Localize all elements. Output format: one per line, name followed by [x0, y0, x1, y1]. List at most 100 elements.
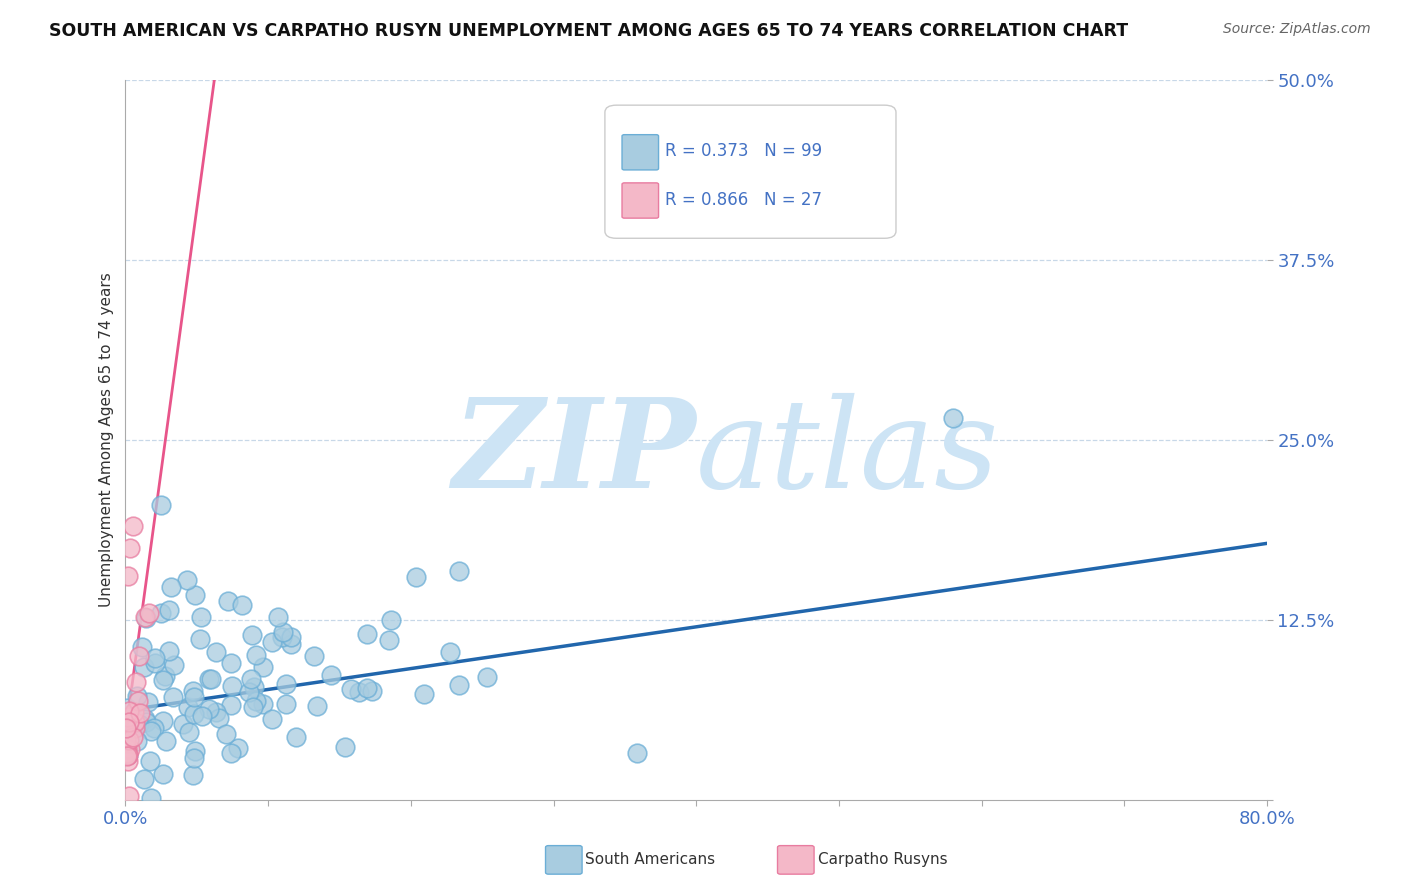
Text: Source: ZipAtlas.com: Source: ZipAtlas.com — [1223, 22, 1371, 37]
Point — [115, 701, 138, 715]
Point — [208, 711, 231, 725]
Point — [132, 772, 155, 786]
Point — [183, 690, 205, 705]
Point — [115, 747, 138, 761]
Point — [242, 699, 264, 714]
Point — [181, 768, 204, 782]
Point — [260, 634, 283, 648]
Point — [117, 748, 139, 763]
Point — [226, 740, 249, 755]
Point — [139, 724, 162, 739]
Point — [184, 744, 207, 758]
Point — [198, 673, 221, 687]
Point — [215, 727, 238, 741]
Point — [139, 791, 162, 805]
Point — [128, 649, 150, 664]
Point — [122, 705, 145, 719]
Point — [184, 588, 207, 602]
Point — [219, 656, 242, 670]
Point — [333, 739, 356, 754]
Point — [231, 598, 253, 612]
Point — [198, 702, 221, 716]
Point — [125, 689, 148, 703]
Point — [205, 705, 228, 719]
Point — [240, 628, 263, 642]
Point — [260, 712, 283, 726]
Point — [121, 731, 143, 745]
Point — [942, 411, 965, 425]
Point — [150, 498, 173, 512]
Point — [117, 742, 139, 756]
Point — [439, 645, 461, 659]
Point — [124, 715, 146, 730]
Point — [284, 731, 307, 745]
Point — [274, 697, 297, 711]
Point — [118, 715, 141, 730]
Point — [152, 714, 174, 729]
Point — [188, 632, 211, 646]
Point — [118, 541, 141, 555]
Point — [115, 714, 138, 729]
Point — [118, 733, 141, 747]
Point — [127, 694, 149, 708]
Point — [205, 645, 228, 659]
Point — [449, 678, 471, 692]
Point — [124, 715, 146, 730]
Point — [217, 594, 239, 608]
Point — [117, 710, 139, 724]
Point — [302, 648, 325, 663]
Point — [128, 717, 150, 731]
Point — [413, 687, 436, 701]
Point — [118, 741, 141, 756]
Point — [134, 660, 156, 674]
Point — [238, 685, 260, 699]
Point — [135, 715, 157, 730]
Point — [266, 610, 288, 624]
Point — [138, 607, 160, 621]
Point — [221, 679, 243, 693]
Point — [117, 747, 139, 762]
Point — [124, 722, 146, 736]
Point — [221, 698, 243, 713]
Point — [125, 674, 148, 689]
Point — [157, 644, 180, 658]
Point — [120, 723, 142, 737]
Text: atlas: atlas — [696, 393, 1000, 515]
Point — [125, 734, 148, 748]
Point — [160, 580, 183, 594]
Point — [239, 672, 262, 686]
Point — [181, 683, 204, 698]
Point — [149, 607, 172, 621]
Point — [219, 747, 242, 761]
Text: Carpatho Rusyns: Carpatho Rusyns — [818, 853, 948, 867]
Point — [190, 609, 212, 624]
Point — [117, 789, 139, 804]
Point — [142, 721, 165, 735]
Text: South Americans: South Americans — [585, 853, 716, 867]
Point — [319, 667, 342, 681]
Point — [139, 754, 162, 768]
Point — [117, 754, 139, 768]
Point — [117, 569, 139, 583]
Text: ZIP: ZIP — [453, 393, 696, 515]
Point — [271, 625, 294, 640]
Point — [360, 684, 382, 698]
Point — [153, 669, 176, 683]
Point — [245, 694, 267, 708]
Point — [162, 690, 184, 705]
Point — [163, 658, 186, 673]
Point — [115, 721, 138, 735]
Point — [243, 681, 266, 695]
Point — [177, 724, 200, 739]
Y-axis label: Unemployment Among Ages 65 to 74 years: Unemployment Among Ages 65 to 74 years — [100, 272, 114, 607]
Point — [349, 684, 371, 698]
Point — [252, 660, 274, 674]
Point — [118, 705, 141, 719]
Point — [152, 767, 174, 781]
Point — [380, 613, 402, 627]
Point — [245, 648, 267, 663]
Point — [121, 519, 143, 533]
Point — [405, 569, 427, 583]
Point — [276, 677, 298, 691]
Point — [183, 751, 205, 765]
